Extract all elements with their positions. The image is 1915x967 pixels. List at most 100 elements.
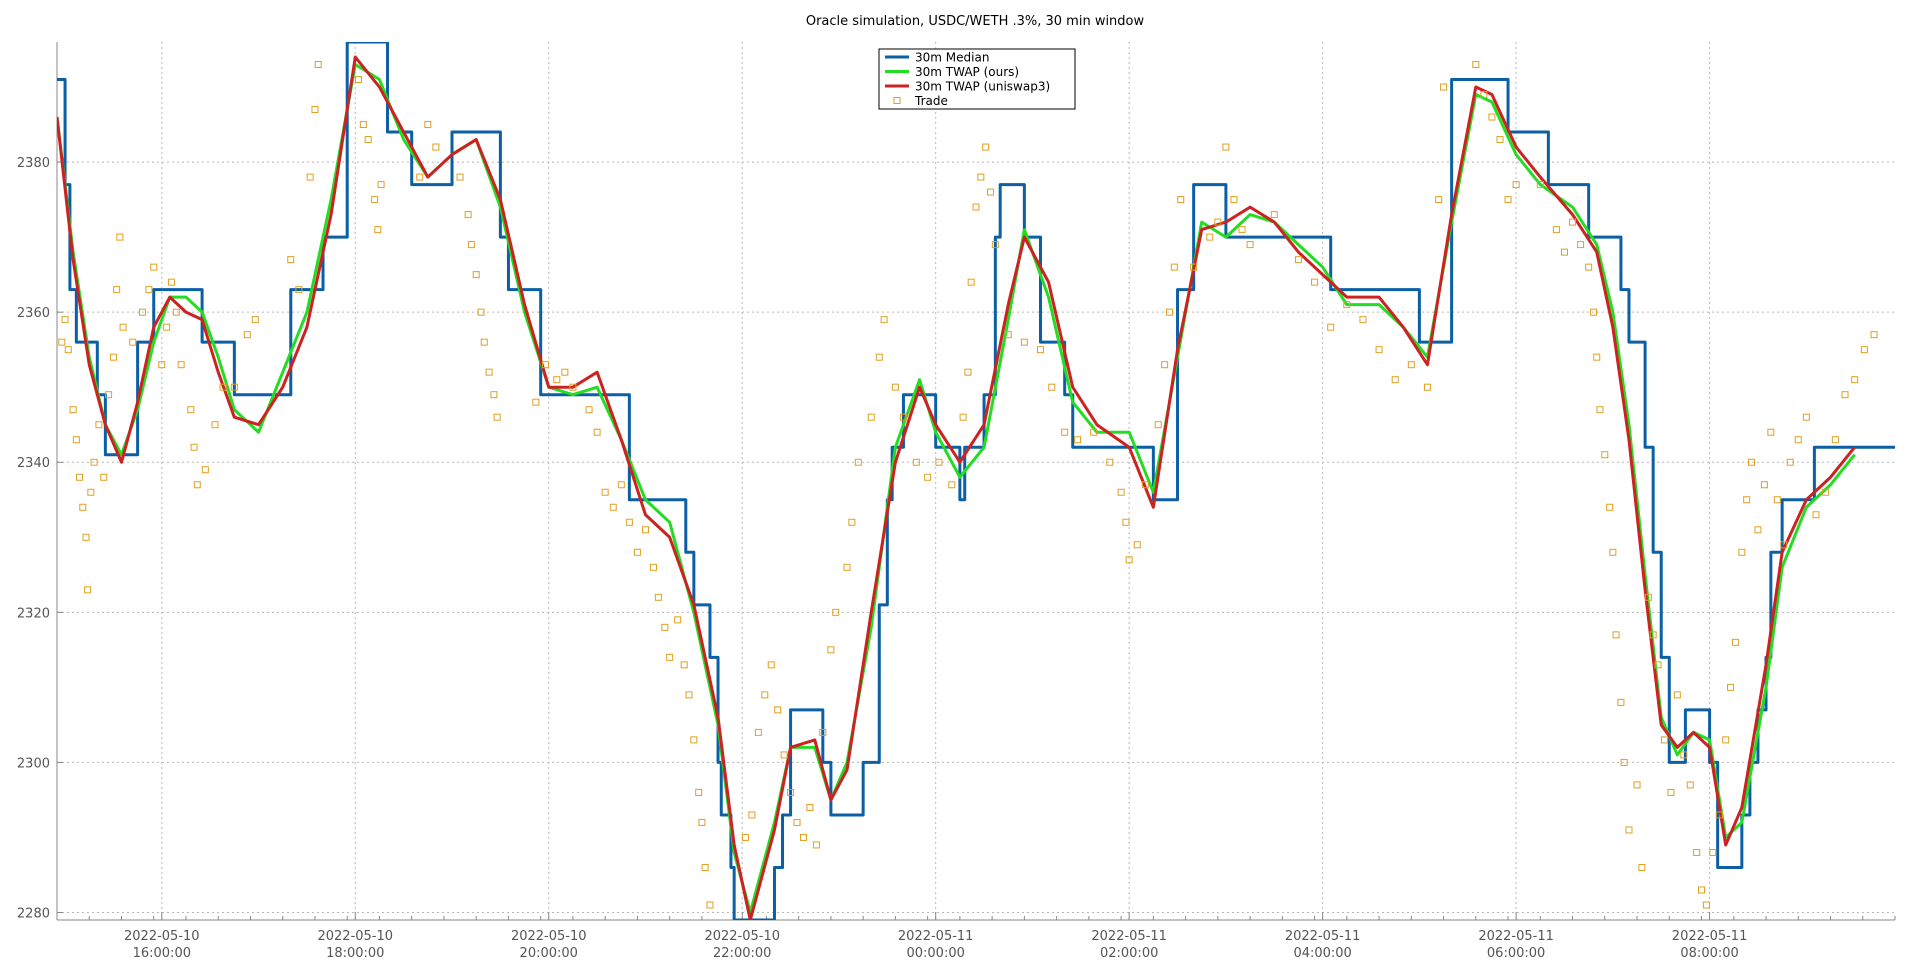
trade-point [1230,196,1238,204]
trade-point [799,833,807,841]
trade-point [416,173,424,181]
trade-point [1841,391,1849,399]
trade-point [219,383,227,391]
trade-point [1760,481,1768,489]
trade-point [1440,83,1448,91]
trade-point [1161,361,1169,369]
trade-point [827,646,835,654]
trade-point [456,173,464,181]
trade-point [1722,736,1730,744]
trade-point [1686,781,1694,789]
trade-point [359,121,367,129]
trade-point [1391,376,1399,384]
trade-point [848,518,856,526]
grid [57,42,1895,920]
trade-point [561,368,569,376]
x-tick-label-date: 2022-05-10 [704,929,780,944]
trade-point [774,706,782,714]
trade-point [1780,541,1788,549]
trade-point [899,413,907,421]
trade-point [701,863,709,871]
trade-point [1327,323,1335,331]
x-tick-label-time: 22:00:00 [713,946,771,961]
trade-point [832,608,840,616]
trade-point [61,316,69,324]
x-tick-label-date: 2022-05-11 [898,929,974,944]
trade-point [1693,848,1701,856]
trade-point [167,278,175,286]
trade-point [987,188,995,196]
trade-point [1170,263,1178,271]
trade-point [64,346,72,354]
x-tick-label-date: 2022-05-10 [511,929,587,944]
trade-point [761,691,769,699]
legend-box [878,48,1076,110]
trade-point [364,136,372,144]
trade-point [490,391,498,399]
trade-point [806,803,814,811]
trade-point [1270,211,1278,219]
x-tick-label-date: 2022-05-11 [1478,929,1554,944]
trade-point [90,458,98,466]
trade-point [100,473,108,481]
trade-point [1767,428,1775,436]
trade-point [1812,511,1820,519]
trade-point [1106,458,1114,466]
trade-point [666,653,674,661]
trade-point [982,143,990,151]
trade-point [1743,496,1751,504]
trade-point [201,466,209,474]
trade-point [377,181,385,189]
trade-point [187,406,195,414]
trade-point [1609,548,1617,556]
x-tick-label-time: 04:00:00 [1293,946,1351,961]
trade-point [1754,526,1762,534]
trade-point [875,353,883,361]
trade-point [959,413,967,421]
series-twap-uniswap3-line [57,55,1856,920]
x-tick-label-date: 2022-05-11 [1091,929,1167,944]
trade-point [891,383,899,391]
trade-point [76,473,84,481]
trade-point [79,503,87,511]
trade-point [1596,406,1604,414]
legend-label: 30m TWAP (ours) [915,65,1019,79]
trade-point [1125,556,1133,564]
trade-point [1794,436,1802,444]
trade-point [1004,331,1012,339]
legend-label: 30m Median [915,51,989,65]
trade-point [641,526,649,534]
trade-point [1709,848,1717,856]
trade-point [532,398,540,406]
trade-point [685,691,693,699]
trade-point [1673,691,1681,699]
trade-point [609,503,617,511]
trade-point [1680,751,1688,759]
x-tick-label-date: 2022-05-11 [1672,929,1748,944]
trade-point [1870,331,1878,339]
y-tick-label: 2280 [17,906,50,921]
trade-point [119,323,127,331]
trade-point [1585,263,1593,271]
trade-point [674,616,682,624]
trade-point [654,593,662,601]
trade-point [287,256,295,264]
trade-point [854,458,862,466]
trade-point [1590,308,1598,316]
trade-point [138,308,146,316]
trade-point [1122,518,1130,526]
trade-point [109,353,117,361]
trade-point [432,143,440,151]
trade-point [1831,436,1839,444]
trade-point [1738,548,1746,556]
trade-point [1654,661,1662,669]
trade-point [601,488,609,496]
trade-point [1822,488,1830,496]
trade-point [1667,788,1675,796]
trade-point [1238,226,1246,234]
chart-title: Oracle simulation, USDC/WETH .3%, 30 min… [806,14,1145,29]
trade-point [477,308,485,316]
trade-point [190,443,198,451]
